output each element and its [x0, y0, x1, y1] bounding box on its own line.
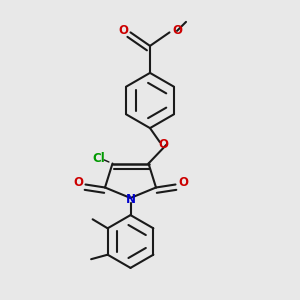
Text: O: O — [158, 138, 169, 151]
Text: N: N — [125, 193, 136, 206]
Text: Cl: Cl — [93, 152, 105, 165]
Text: O: O — [73, 176, 83, 189]
Text: O: O — [118, 24, 128, 38]
Text: O: O — [172, 24, 182, 38]
Text: O: O — [178, 176, 188, 189]
